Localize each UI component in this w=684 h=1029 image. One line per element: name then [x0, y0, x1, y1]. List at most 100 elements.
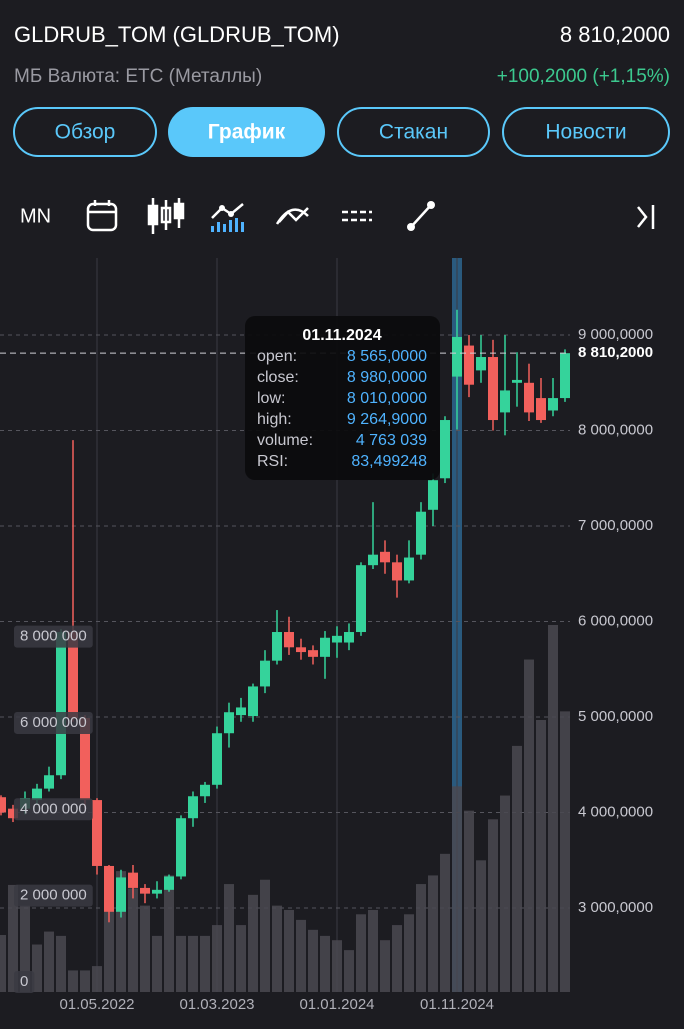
candle-body: [308, 650, 318, 657]
candle-body: [392, 562, 402, 581]
tooltip-key: low:: [257, 390, 285, 407]
subtitle: МБ Валюта: ETC (Металлы): [14, 66, 262, 87]
volume-bar: [32, 944, 42, 992]
volume-bar: [416, 884, 426, 992]
indicators-icon[interactable]: [275, 207, 309, 225]
draw-line-icon[interactable]: [407, 201, 435, 231]
price: 8 810,2000: [560, 22, 670, 47]
line-volume-icon[interactable]: [211, 203, 244, 232]
candle-body: [500, 390, 510, 413]
candle-body: [0, 797, 6, 813]
candle-body: [44, 775, 54, 789]
candle-body: [404, 557, 414, 581]
volume-bar: [128, 888, 138, 992]
volume-bar: [152, 935, 162, 992]
candles-icon[interactable]: [147, 198, 185, 234]
tooltip-value: 4 763 039: [356, 432, 427, 449]
candle-body: [164, 876, 174, 890]
levels-icon[interactable]: [342, 210, 372, 222]
volume-bar: [272, 905, 282, 992]
y2-tick-box: [14, 798, 93, 821]
y-tick-label: 9 000,0000: [578, 326, 653, 343]
candle-body: [416, 511, 426, 555]
y-tick-label: 8 000,0000: [578, 422, 653, 439]
y2-tick-box: [14, 711, 93, 734]
candle-body: [476, 357, 486, 371]
y2-tick-box: [14, 625, 93, 648]
candle-body: [248, 686, 258, 717]
y-tick-label: 6 000,0000: [578, 612, 653, 629]
tooltip: 01.11.2024 open: 8 565,0000 close: 8 980,000…: [245, 316, 440, 480]
candle-body: [8, 808, 18, 819]
tab-pill: [502, 107, 670, 157]
volume-bar: [428, 875, 438, 992]
y2-tick-label: 8 000 000: [20, 628, 87, 645]
volume-bar: [116, 871, 126, 992]
volume-bar: [296, 919, 306, 992]
y2-tick-label: 2 000 000: [20, 887, 87, 904]
candle-body: [296, 647, 306, 653]
volume-bar: [104, 884, 114, 992]
candle-body: [440, 420, 450, 479]
period-button[interactable]: MN: [20, 205, 51, 227]
candle-body: [68, 632, 78, 718]
y-tick-label: 3 000,0000: [578, 899, 653, 916]
tabs: Обзор График Стакан Новости: [13, 107, 670, 157]
candle-body: [32, 788, 42, 801]
volume-bar: [380, 940, 390, 992]
candle-body: [212, 733, 222, 785]
volume-bar: [212, 925, 222, 992]
volume-bar: [224, 884, 234, 992]
tooltip-key: volume:: [257, 432, 313, 449]
candle-body: [560, 353, 570, 399]
volume-bar: [464, 810, 474, 992]
tab[interactable]: График: [168, 107, 325, 157]
candle-body: [152, 889, 162, 894]
tab[interactable]: Стакан: [337, 107, 490, 157]
volume-bar: [248, 894, 258, 992]
tooltip-key: high:: [257, 411, 292, 428]
candle-body: [284, 632, 294, 648]
candle-body: [260, 660, 270, 687]
scroll-end-icon[interactable]: [637, 205, 655, 229]
chart: 01.05.2022 01.03.2023 01.01.2024 01.11.2024…: [0, 258, 653, 1013]
tooltip-value: 8 980,0000: [347, 369, 427, 386]
candle-body: [488, 357, 498, 421]
volume-bar: [392, 925, 402, 992]
tab[interactable]: Новости: [502, 107, 670, 157]
tooltip-key: RSI:: [257, 453, 288, 470]
volume-bar: [92, 966, 102, 992]
tooltip-value: 8 565,0000: [347, 348, 427, 365]
tab-pill: [13, 107, 157, 157]
volume-bar: [548, 625, 558, 992]
volume-bar: [488, 819, 498, 992]
volume-bar: [500, 795, 510, 992]
volume-bar: [404, 914, 414, 992]
y2-tick-box: [14, 971, 35, 993]
x-tick-label: 01.05.2022: [59, 996, 134, 1013]
volume-bar: [260, 879, 270, 992]
candle-body: [236, 707, 246, 716]
volume-bar: [320, 935, 330, 992]
volume-bar: [236, 925, 246, 992]
volume-bar: [284, 909, 294, 992]
tooltip-key: close:: [257, 369, 299, 386]
y2-tick-label: 0: [20, 973, 28, 990]
volume-bar: [140, 905, 150, 992]
volume-bar: [80, 970, 90, 992]
y-tick-label: 7 000,0000: [578, 517, 653, 534]
candle-body: [116, 877, 126, 912]
calendar-icon[interactable]: [86, 200, 118, 232]
plot: [0, 258, 570, 992]
tab[interactable]: Обзор: [13, 107, 157, 157]
candle-body: [56, 632, 66, 776]
tooltip-date: 01.11.2024: [302, 327, 381, 344]
tooltip-value: 9 264,9000: [347, 411, 427, 428]
candle-body: [80, 717, 90, 801]
change: +100,2000 (+1,15%): [497, 66, 670, 87]
candle-body: [368, 554, 378, 566]
candle-body: [536, 398, 546, 421]
y2-tick-label: 4 000 000: [20, 800, 87, 817]
volume-bar: [368, 909, 378, 992]
candle-body: [452, 336, 462, 377]
